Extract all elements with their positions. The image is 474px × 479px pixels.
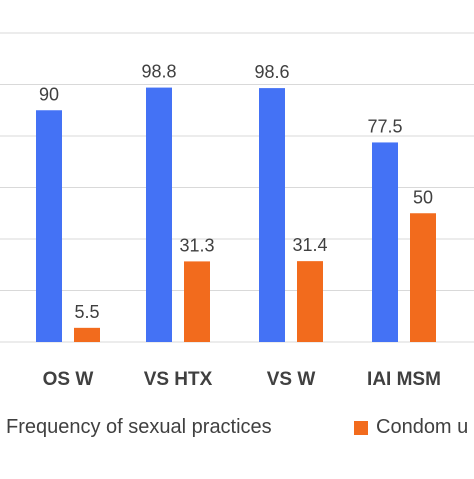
data-label: 5.5 <box>74 302 99 322</box>
bar-frequency-2 <box>146 87 172 342</box>
data-label: 50 <box>413 187 433 207</box>
category-label: VS W <box>267 369 316 390</box>
data-label: 98.6 <box>254 62 289 82</box>
category-label: VS HTX <box>144 369 213 390</box>
data-label: 90 <box>39 84 59 104</box>
category-label: OS W <box>43 369 94 390</box>
legend: Frequency of sexual practices Condom u <box>0 416 474 456</box>
data-label: 98.8 <box>141 62 176 82</box>
bar-frequency-4 <box>372 142 398 342</box>
data-label: 31.3 <box>179 235 214 255</box>
bar-condom-4 <box>410 213 436 342</box>
data-label: 77.5 <box>367 116 402 136</box>
legend-series-1-label: Frequency of sexual practices <box>6 416 272 438</box>
bar-condom-3 <box>297 261 323 342</box>
bar-frequency-3 <box>259 88 285 342</box>
legend-series-2-label: Condom u <box>376 416 469 438</box>
category-label: IAI MSM <box>367 369 441 390</box>
data-label: 31.4 <box>292 235 327 255</box>
bar-condom-1 <box>74 327 100 342</box>
bar-condom-2 <box>184 261 210 342</box>
legend-swatch-condom <box>354 420 368 435</box>
bar-frequency-1 <box>36 110 62 342</box>
legend-item-condom: Condom u <box>354 416 468 439</box>
legend-item-frequency: Frequency of sexual practices <box>6 416 272 439</box>
